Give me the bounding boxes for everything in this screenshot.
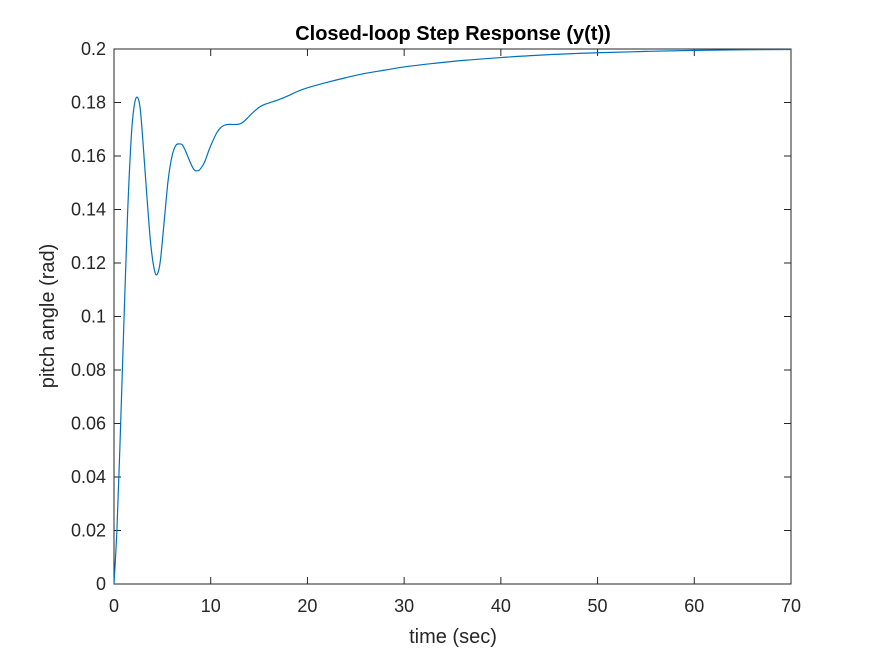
y-tick-label: 0.08 bbox=[71, 360, 106, 380]
y-tick-label: 0.16 bbox=[71, 146, 106, 166]
y-tick-label: 0 bbox=[96, 574, 106, 594]
x-tick-label: 60 bbox=[684, 596, 704, 616]
y-tick-label: 0.06 bbox=[71, 414, 106, 434]
x-axis-label: time (sec) bbox=[409, 626, 497, 648]
y-tick-label: 0.12 bbox=[71, 253, 106, 273]
x-tick-label: 70 bbox=[781, 596, 801, 616]
x-tick-label: 20 bbox=[297, 596, 317, 616]
tick-labels: 0 10 20 30 40 50 60 70 0 0.02 0.04 0.06 0.08 0.1 0.12 0… bbox=[71, 39, 801, 616]
x-tick-label: 0 bbox=[109, 596, 119, 616]
y-tick-label: 0.02 bbox=[71, 521, 106, 541]
x-tick-label: 40 bbox=[491, 596, 511, 616]
y-axis-label: pitch angle (rad) bbox=[37, 244, 59, 389]
plot-area bbox=[113, 48, 792, 585]
y-tick-label: 0.14 bbox=[71, 200, 106, 220]
y-tick-label: 0.18 bbox=[71, 93, 106, 113]
x-tick-label: 50 bbox=[588, 596, 608, 616]
x-tick-label: 30 bbox=[394, 596, 414, 616]
x-tick-label: 10 bbox=[201, 596, 221, 616]
response-curve bbox=[113, 48, 792, 585]
chart-title: Closed-loop Step Response (y(t)) bbox=[295, 23, 611, 45]
y-tick-label: 0.04 bbox=[71, 467, 106, 487]
y-tick-label: 0.1 bbox=[81, 307, 106, 327]
y-tick-label: 0.2 bbox=[81, 39, 106, 59]
